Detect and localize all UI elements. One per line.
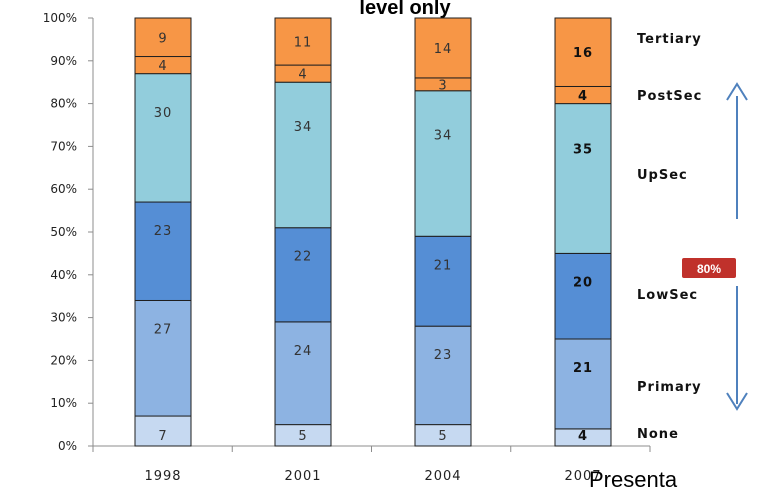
data-label: 30 (154, 106, 173, 121)
bar-segment (134, 201, 192, 301)
data-label: 3 (438, 78, 447, 93)
data-label: 23 (434, 348, 453, 363)
bar-segment (414, 235, 472, 327)
data-label: 34 (434, 128, 453, 143)
chart-title-fragment: level only (359, 0, 451, 19)
data-label: 9 (158, 31, 167, 46)
x-tick-label: 2007 (564, 469, 601, 484)
legend-label-none: None (637, 427, 679, 442)
bar-segment (554, 17, 612, 87)
range-arrow-head-up (726, 82, 748, 101)
percent-badge-label: 80% (697, 262, 721, 276)
percent-badge (682, 258, 736, 278)
data-label: 4 (158, 59, 167, 74)
presentation-footer-fragment: Presenta (589, 467, 678, 491)
x-tick-label: 1998 (144, 469, 181, 484)
data-label: 35 (573, 143, 593, 158)
data-label: 4 (298, 68, 307, 83)
bar-segment (274, 321, 332, 426)
y-tick-label: 10% (50, 396, 77, 410)
data-label: 21 (573, 361, 593, 376)
y-tick-label: 50% (50, 225, 77, 239)
y-tick-label: 40% (50, 268, 77, 282)
y-tick-label: 0% (58, 439, 77, 453)
data-label: 4 (578, 429, 588, 444)
bar-segment (134, 17, 192, 58)
bar-segment (274, 227, 332, 323)
bar-segment (134, 73, 192, 203)
legend-label-upsec: UpSec (637, 168, 688, 183)
y-tick-label: 70% (50, 139, 77, 153)
bar-segment (554, 103, 612, 254)
data-label: 27 (154, 322, 173, 337)
bar-segment (414, 325, 472, 426)
y-tick-label: 60% (50, 182, 77, 196)
range-annotation: 80% (682, 82, 748, 411)
bar-segment (274, 17, 332, 66)
legend-label-tertiary: Tertiary (637, 32, 702, 47)
bars: 7 27 23 30 4 9 5 24 22 34 4 11 5 23 21 34 3 14 4 21 20 35 4 16 (134, 17, 612, 447)
data-label: 4 (578, 89, 588, 104)
legend: None Primary LowSec UpSec PostSec Tertiary (637, 32, 702, 442)
legend-label-postsec: PostSec (637, 89, 702, 104)
data-label: 20 (573, 275, 593, 290)
data-label: 24 (294, 344, 313, 359)
data-label: 5 (438, 429, 447, 444)
bar-segment (414, 17, 472, 79)
data-label: 11 (294, 36, 313, 51)
bar-segment (274, 81, 332, 229)
data-label: 14 (434, 42, 453, 57)
bar-segment (414, 90, 472, 237)
data-label: 5 (298, 429, 307, 444)
x-tick-label: 2001 (284, 469, 321, 484)
y-tick-label: 80% (50, 97, 77, 111)
data-label: 16 (573, 46, 593, 61)
data-label: 23 (154, 224, 173, 239)
bar-segment (134, 299, 192, 417)
y-tick-label: 20% (50, 353, 77, 367)
data-label: 7 (158, 429, 167, 444)
data-label: 34 (294, 120, 313, 135)
x-tick-label: 2004 (424, 469, 461, 484)
data-label: 21 (434, 258, 453, 273)
range-arrow-head-down (726, 392, 748, 411)
data-label: 22 (294, 250, 313, 265)
bar-segment (554, 338, 612, 430)
y-tick-label: 90% (50, 54, 77, 68)
y-tick-label: 30% (50, 311, 77, 325)
bar-segment (554, 252, 612, 340)
legend-label-primary: Primary (637, 380, 702, 395)
axes: 0% 10% 20% 30% 40% 50% 60% 70% 80% 90% 100% 1998 200… (43, 11, 651, 484)
y-tick-label: 100% (43, 11, 77, 25)
legend-label-lowsec: LowSec (637, 288, 698, 303)
